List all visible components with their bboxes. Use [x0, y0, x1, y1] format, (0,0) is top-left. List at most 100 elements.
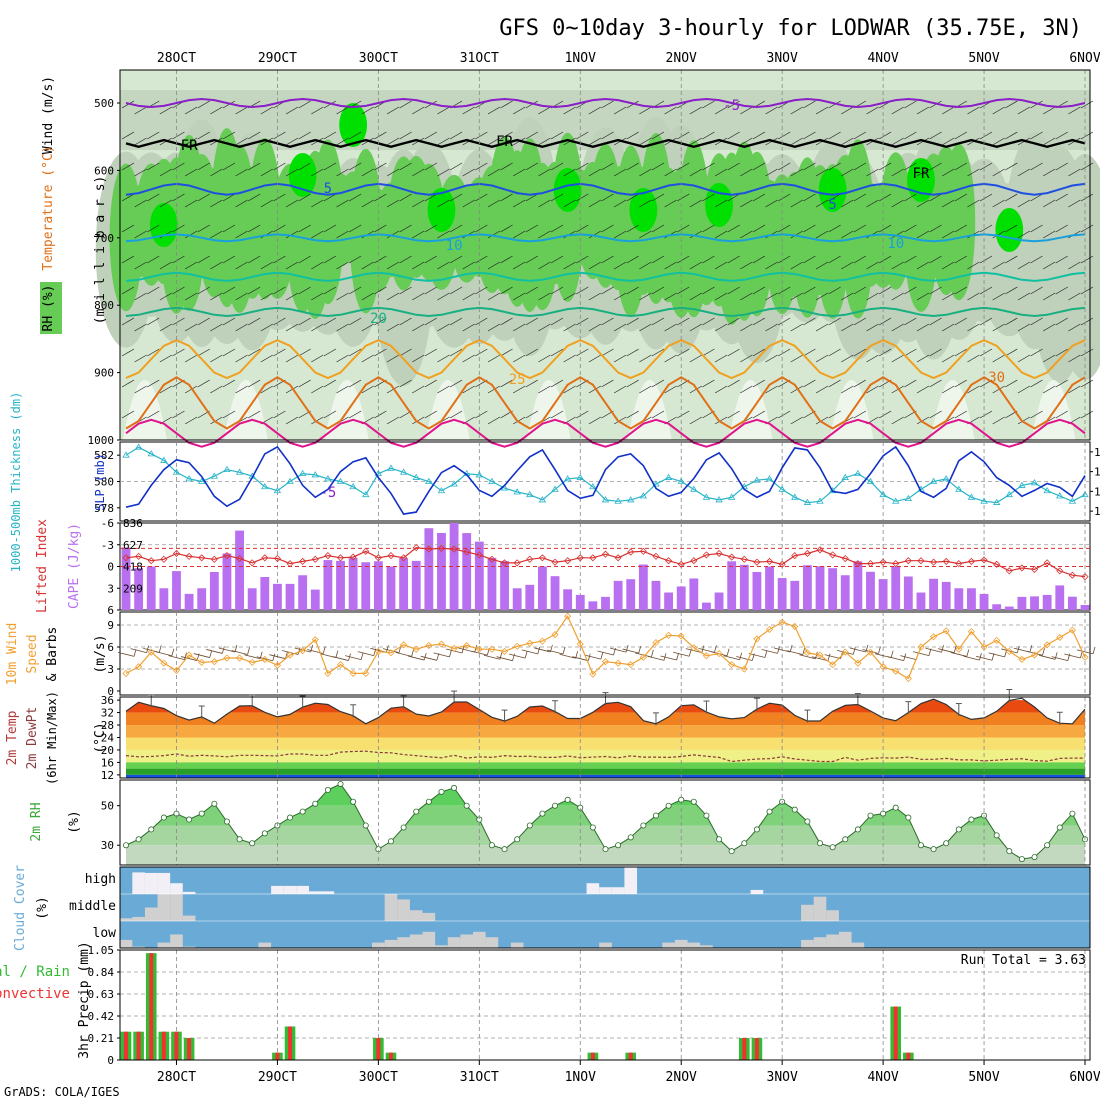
li-point-19 — [362, 547, 370, 555]
upper-barb-2-24 — [424, 162, 438, 171]
contour-label-5: 25 — [509, 372, 526, 388]
precip-tick-4: 0.21 — [88, 1032, 115, 1045]
cape-bar-40 — [626, 579, 636, 610]
li-point-55 — [816, 546, 824, 554]
upper-barb-0-63 — [916, 106, 930, 115]
cloud-high-bar-12 — [271, 885, 284, 894]
upper-barb-4-50 — [752, 224, 766, 233]
upper-barb-0-1 — [134, 106, 147, 115]
upper-barb-5-60 — [878, 255, 892, 264]
wind-point-76 — [1081, 653, 1089, 661]
cape-bar-61 — [891, 566, 901, 610]
wind-point-35 — [564, 612, 572, 620]
wind-barb-flag-9 — [247, 647, 250, 655]
cape-bar-6 — [197, 588, 207, 610]
upper-barb-10-37 — [588, 416, 602, 425]
cape-left-tick-0: -6 — [101, 517, 114, 530]
upper-barb-6-40 — [626, 286, 639, 295]
wind-point-49 — [740, 665, 748, 673]
upper-barb-7-23 — [412, 323, 425, 332]
upper-barb-2-44 — [677, 162, 690, 171]
li-point-46 — [702, 551, 711, 559]
rh-point-26 — [451, 784, 458, 791]
upper-barb-6-34 — [550, 286, 564, 295]
upper-barb-0-3 — [159, 106, 173, 115]
precip-convective-bar-37 — [590, 1052, 595, 1060]
upper-barb-10-2 — [147, 410, 160, 419]
li-point-39 — [614, 554, 622, 562]
li-point-17 — [336, 554, 345, 562]
thickness-point-70 — [1005, 490, 1013, 498]
upper-barb-5-74 — [1055, 255, 1068, 264]
wind-barb-flag-30 — [512, 653, 515, 661]
upper-barb-2-55 — [815, 168, 829, 177]
precip-tick-5: 0 — [107, 1054, 114, 1067]
upper-barb-0-33 — [538, 106, 551, 115]
upper-barb-1-54 — [803, 131, 816, 140]
thickness-point-61 — [892, 497, 900, 504]
upper-barb-3-61 — [891, 199, 904, 208]
li-point-44 — [677, 560, 685, 568]
wind-barb-flag-18 — [360, 652, 364, 660]
thickness-point-31 — [513, 488, 521, 495]
upper-barb-8-57 — [841, 354, 854, 363]
upper-barb-3-12 — [273, 193, 286, 202]
thickness-point-17 — [336, 477, 345, 484]
upper-barb-1-22 — [399, 131, 412, 140]
cape-bar-21 — [386, 566, 396, 610]
upper-barb-8-20 — [374, 348, 387, 357]
wind-point-40 — [627, 661, 635, 669]
upper-barb-10-71 — [1017, 416, 1031, 425]
thickness-point-52 — [778, 485, 786, 492]
rh-point-0 — [123, 842, 130, 849]
upper-barb-8-35 — [563, 354, 576, 363]
contour-10 — [125, 233, 1086, 243]
upper-barb-5-56 — [828, 255, 841, 264]
wind-point-31 — [513, 642, 521, 650]
upper-barb-1-37 — [588, 137, 602, 146]
li-point-25 — [437, 544, 446, 552]
x-label-bottom-7: 4NOV — [867, 1070, 898, 1085]
rh-tick-1: 30 — [101, 839, 114, 852]
rh-point-22 — [400, 824, 407, 831]
slp-left-tick-0: 582 — [94, 449, 114, 462]
upper-barb-0-14 — [298, 100, 311, 109]
upper-barb-10-8 — [222, 410, 236, 419]
upper-barb-6-1 — [134, 292, 147, 301]
upper-barb-2-15 — [311, 168, 324, 177]
wind-barb-0 — [117, 651, 135, 657]
upper-barb-5-66 — [954, 255, 967, 264]
rh-point-69 — [993, 832, 1000, 839]
rh-point-48 — [728, 848, 735, 855]
upper-barb-1-12 — [273, 131, 286, 140]
upper-barb-0-45 — [689, 106, 703, 115]
upper-barb-7-12 — [273, 317, 286, 326]
upper-barb-5-25 — [437, 261, 450, 270]
upper-barb-9-73 — [1042, 385, 1056, 394]
cloud-high-bar-40 — [624, 867, 638, 894]
wind-barb-40 — [622, 648, 639, 654]
upper-barb-8-72 — [1030, 348, 1043, 357]
upper-barb-8-38 — [601, 348, 614, 357]
wind-barb-17 — [332, 656, 349, 661]
upper-barb-0-49 — [740, 106, 753, 115]
cloud-low-bar-43 — [662, 942, 675, 948]
thickness-point-1 — [134, 443, 143, 450]
thickness-point-66 — [955, 485, 963, 492]
thickness-point-48 — [727, 493, 736, 500]
cape-left-tick-2: 0 — [107, 561, 114, 574]
upper-barb-9-2 — [147, 379, 160, 388]
wind-barb-55 — [811, 656, 829, 662]
upper-barb-5-7 — [210, 261, 223, 270]
upper-barb-2-51 — [765, 168, 778, 177]
wind-point-36 — [576, 640, 584, 648]
upper-barb-9-67 — [967, 385, 980, 394]
thickness-point-72 — [1030, 479, 1039, 486]
upper-barb-9-49 — [740, 385, 753, 394]
li-point-42 — [652, 552, 660, 560]
upper-barb-3-75 — [1068, 199, 1081, 208]
upper-barb-4-34 — [550, 224, 564, 233]
upper-barb-3-29 — [487, 199, 501, 208]
contour-25 — [125, 339, 1086, 380]
upper-barb-0-46 — [702, 100, 715, 109]
